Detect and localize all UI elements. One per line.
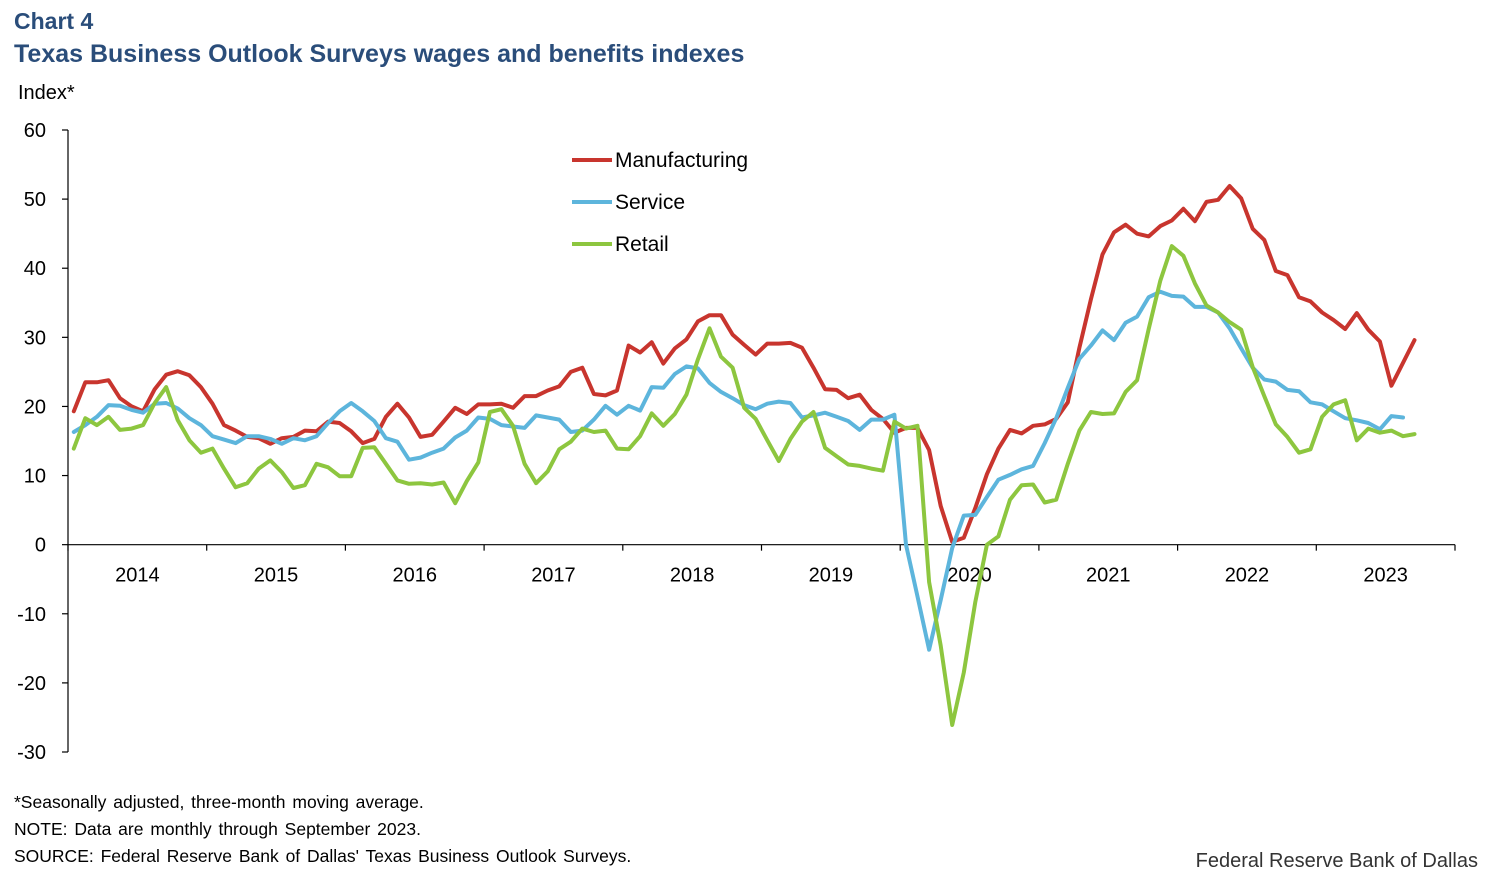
footnote-note: NOTE: Data are monthly through September… [14,819,421,839]
y-tick-label: -30 [17,742,46,764]
credit-label: Federal Reserve Bank of Dallas [1195,850,1478,872]
series-line-manufacturing [71,184,1417,544]
y-tick-label: -10 [17,604,46,626]
series-line-retail [71,244,1417,727]
legend-label-service: Service [615,191,685,214]
x-tick-label: 2014 [115,565,160,587]
x-tick-label: 2021 [1086,565,1131,587]
y-tick-label: 20 [24,396,46,418]
chart-number: Chart 4 [14,8,94,34]
x-tick-label: 2020 [947,565,992,587]
x-tick-label: 2017 [531,565,576,587]
x-tick-label: 2018 [670,565,715,587]
legend: Manufacturing Service Retail [572,149,748,256]
x-tick-label: 2019 [809,565,854,587]
y-tick-label: 50 [24,189,46,211]
y-tick-label: -20 [17,673,46,695]
footnote-source: SOURCE: Federal Reserve Bank of Dallas' … [14,846,632,866]
y-tick-label: 0 [35,535,46,557]
y-axis: 60 50 40 30 20 10 0 -10 -20 -30 [17,120,69,764]
series-layer [71,184,1417,727]
y-tick-label: 30 [24,327,46,349]
y-tick-label: 10 [24,466,46,488]
legend-label-retail: Retail [615,233,669,256]
series-line-service [71,289,1405,652]
x-tick-label: 2016 [393,565,438,587]
legend-label-manufacturing: Manufacturing [615,149,748,172]
y-tick-label: 60 [24,120,46,142]
x-tick-label: 2023 [1363,565,1408,587]
chart-title: Texas Business Outlook Surveys wages and… [14,40,745,68]
footnote-asterisk: *Seasonally adjusted, three-month moving… [14,792,424,812]
y-axis-label: Index* [18,82,75,104]
y-tick-label: 40 [24,258,46,280]
x-tick-label: 2022 [1225,565,1270,587]
x-axis: 2014 2015 2016 2017 2018 2019 2020 2021 2022 2023 [67,544,1456,587]
x-tick-label: 2015 [254,565,299,587]
